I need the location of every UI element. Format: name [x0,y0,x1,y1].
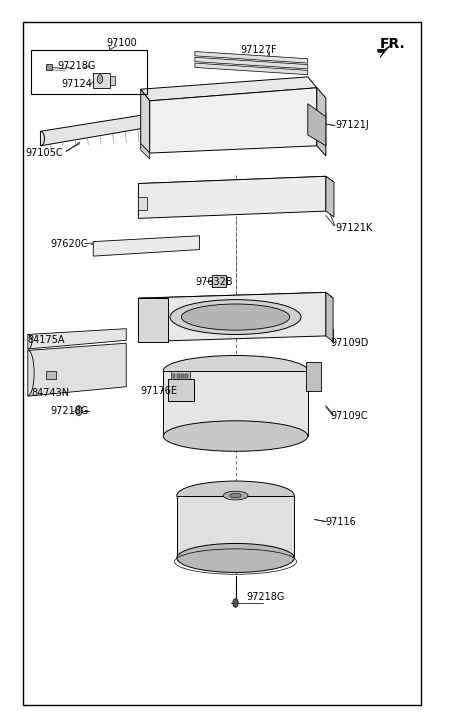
Text: 97218G: 97218G [57,61,96,71]
Polygon shape [378,46,390,57]
Circle shape [97,75,103,84]
Bar [31,50,147,94]
Ellipse shape [181,304,290,330]
Text: 97100: 97100 [107,38,138,48]
Ellipse shape [177,544,294,572]
Text: 97124: 97124 [62,79,92,89]
Bar [177,374,179,378]
Ellipse shape [223,491,248,500]
Text: 97109D: 97109D [330,338,369,348]
Text: FR.: FR. [380,37,406,51]
Text: 84743N: 84743N [31,387,69,398]
Polygon shape [150,88,317,153]
Text: 97620C: 97620C [50,238,88,249]
Polygon shape [163,371,308,436]
Polygon shape [139,292,326,342]
Polygon shape [28,343,126,396]
Polygon shape [28,329,126,349]
Polygon shape [195,57,308,69]
Bar [111,76,115,85]
Polygon shape [195,63,308,75]
Text: 97632B: 97632B [195,276,232,286]
Text: 84175A: 84175A [27,334,64,345]
Bar [181,374,183,378]
Bar [185,374,188,378]
Polygon shape [177,496,294,558]
Text: 97218G: 97218G [50,406,89,416]
Ellipse shape [170,300,301,334]
Bar [168,379,194,401]
Bar [93,73,111,89]
Polygon shape [40,111,168,146]
Polygon shape [139,176,326,218]
Circle shape [233,598,238,607]
Bar [305,362,321,391]
Bar [212,275,226,286]
Polygon shape [326,176,334,217]
Polygon shape [317,88,326,156]
Text: 97127F: 97127F [240,45,277,55]
Text: 97105C: 97105C [25,148,63,158]
Bar [46,64,52,71]
Ellipse shape [163,421,308,451]
Polygon shape [326,292,333,342]
Text: 97121J: 97121J [335,121,369,131]
Text: 97109C: 97109C [330,411,368,421]
Polygon shape [195,52,308,63]
Bar [46,371,56,379]
Polygon shape [93,236,199,256]
Ellipse shape [177,481,294,510]
Bar [23,23,421,704]
Bar [138,196,147,209]
Polygon shape [139,298,168,342]
Polygon shape [141,77,317,101]
Polygon shape [139,176,334,189]
Text: 97121K: 97121K [335,222,372,233]
Ellipse shape [230,494,241,498]
Polygon shape [141,89,150,153]
Ellipse shape [163,356,308,386]
Polygon shape [308,104,326,146]
Text: 97176E: 97176E [141,386,178,396]
Text: 97116: 97116 [326,517,357,526]
Text: 97218G: 97218G [247,593,285,602]
Bar [173,374,175,378]
Polygon shape [141,144,150,159]
Bar [171,371,190,379]
Circle shape [76,406,82,416]
Polygon shape [139,292,333,304]
